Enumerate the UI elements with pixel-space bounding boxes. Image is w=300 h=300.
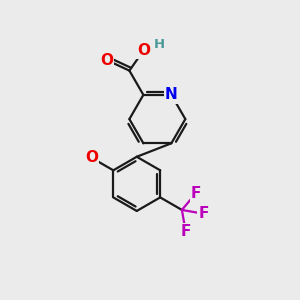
Text: F: F (198, 206, 209, 221)
Text: N: N (165, 87, 178, 102)
Text: H: H (154, 38, 165, 51)
Text: F: F (191, 185, 201, 200)
Text: F: F (181, 224, 191, 239)
Text: O: O (100, 52, 113, 68)
Text: O: O (137, 43, 150, 58)
Text: O: O (85, 150, 98, 165)
